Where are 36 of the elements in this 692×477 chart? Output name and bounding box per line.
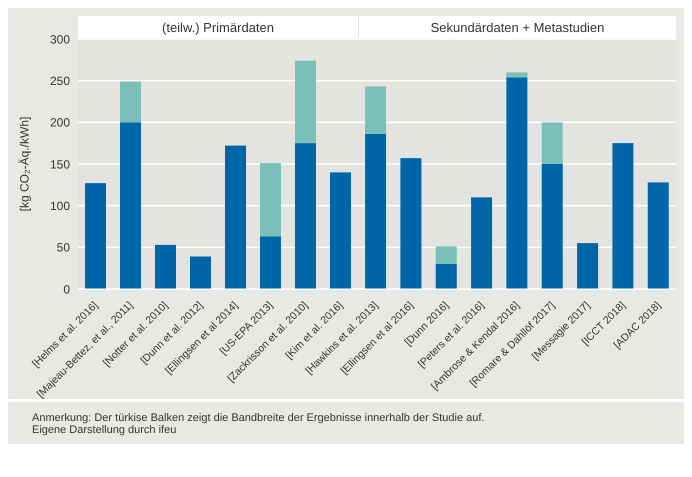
y-tick-label: 100: [50, 198, 70, 213]
bar: [471, 197, 492, 289]
bar: [612, 143, 634, 289]
bar: [120, 122, 141, 289]
bar: [365, 134, 386, 289]
bar: [260, 163, 281, 236]
y-tick-label: 0: [63, 282, 70, 296]
bar: [330, 172, 351, 289]
bar: [120, 82, 141, 122]
bar: [648, 182, 669, 289]
bar: [365, 86, 386, 134]
chart-title: (teilw.) Primärdaten: [78, 16, 358, 39]
y-tick-label: 300: [50, 32, 70, 46]
bar: [542, 122, 563, 164]
bar: [577, 243, 598, 289]
bar: [436, 264, 457, 289]
text: Eigene Darstellung durch ifeu: [32, 424, 178, 436]
bar: [225, 146, 246, 289]
bar: [506, 77, 528, 289]
y-tick-label: 250: [50, 74, 70, 88]
y-axis-title: [kg CO₂-Äq./kWh]: [17, 116, 32, 212]
chart-title: Sekundärdaten + Metastudien: [358, 16, 676, 39]
bar: [400, 158, 422, 289]
bar: [260, 236, 281, 289]
bar: [85, 183, 106, 289]
bar: [295, 60, 316, 144]
bar: [506, 72, 528, 78]
y-tick-label: 150: [50, 157, 70, 172]
bar: [190, 256, 211, 289]
bar: [295, 143, 316, 289]
bar: [436, 246, 457, 264]
y-tick-label: 200: [50, 116, 70, 130]
bar: [542, 164, 563, 289]
bar: [155, 244, 176, 289]
y-tick-label: 50: [56, 240, 70, 255]
text: Anmerkung: Der türkise Balken zeigt die Bandbreite der Ergebnisse innerhalb der Studie auf.: [32, 412, 486, 424]
